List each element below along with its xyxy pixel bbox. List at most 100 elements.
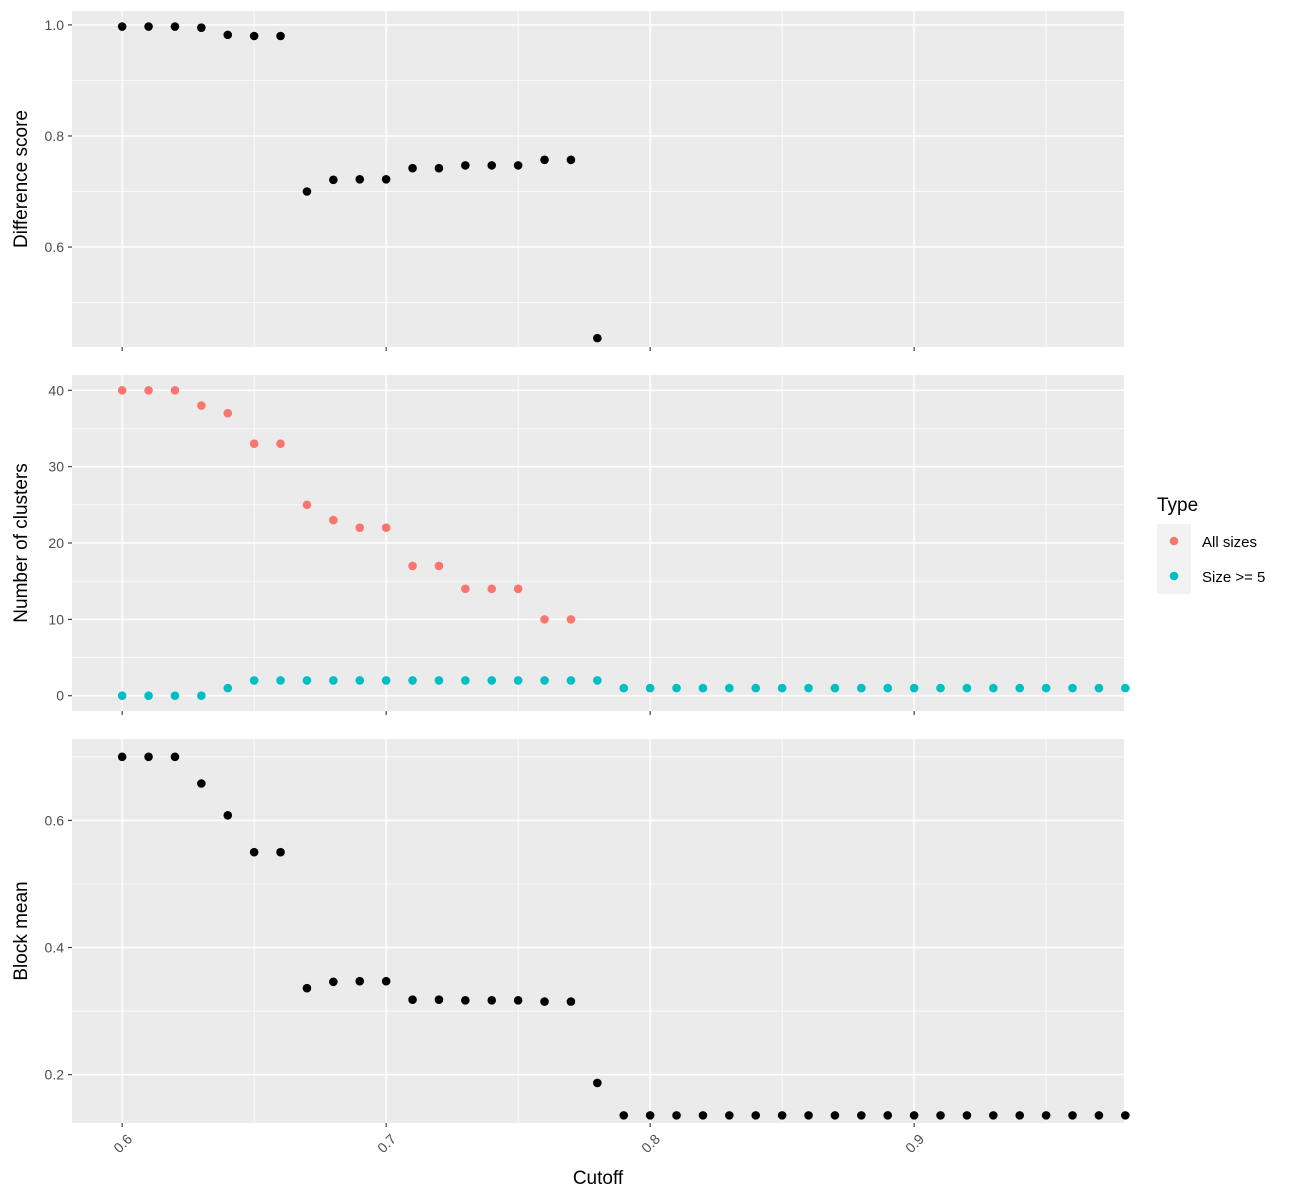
data-point: [909, 1111, 919, 1120]
data-point: [381, 976, 391, 986]
data-point: [461, 676, 470, 685]
legend-label-all-sizes: All sizes: [1202, 534, 1257, 551]
data-point: [302, 983, 312, 993]
data-point: [276, 847, 285, 857]
data-point: [329, 175, 338, 185]
data-point: [1094, 683, 1104, 693]
data-point: [1015, 683, 1025, 693]
data-point: [804, 1111, 813, 1120]
data-point: [540, 155, 549, 165]
data-point: [144, 691, 153, 701]
data-point: [962, 1111, 972, 1120]
data-point: [355, 174, 365, 184]
x-tick-label: 0.7: [374, 1131, 399, 1156]
data-point: [223, 810, 233, 820]
y-tick-label: 30: [48, 459, 64, 475]
y-axis-title: Number of clusters: [11, 463, 32, 622]
data-point: [408, 995, 417, 1004]
data-point: [355, 523, 365, 533]
data-point: [962, 683, 972, 693]
data-point: [857, 1111, 866, 1120]
x-tick-label: 0.9: [902, 1131, 927, 1156]
data-point: [513, 161, 523, 170]
legend-key-all-sizes: [1169, 536, 1179, 546]
data-point: [276, 31, 285, 41]
data-point: [487, 161, 497, 170]
data-point: [1068, 683, 1077, 693]
data-point: [329, 676, 338, 685]
data-point: [1015, 1111, 1025, 1120]
data-point: [170, 752, 180, 762]
data-point: [909, 683, 919, 693]
data-point: [249, 847, 259, 857]
data-point: [434, 163, 444, 173]
y-tick-label: 0.6: [45, 812, 65, 828]
plot-panels: 0.6 0.8 1.0 Difference score 0 10 20 30 40 Number…: [11, 11, 1130, 1156]
data-point: [540, 615, 549, 624]
y-tick-label: 0.2: [45, 1067, 65, 1083]
data-point: [117, 22, 127, 31]
x-axis-title: Cutoff: [573, 1168, 624, 1189]
data-point: [276, 676, 285, 685]
data-point: [989, 683, 998, 693]
data-point: [540, 676, 549, 685]
data-point: [989, 1111, 998, 1120]
data-point: [329, 977, 338, 987]
data-point: [777, 683, 787, 693]
data-point: [170, 385, 180, 395]
data-point: [830, 1111, 840, 1120]
data-point: [144, 752, 153, 762]
data-point: [698, 683, 708, 693]
data-point: [329, 515, 338, 525]
panel-background: [72, 739, 1124, 1123]
data-point: [725, 683, 734, 693]
data-point: [381, 174, 391, 184]
data-point: [883, 683, 893, 693]
y-tick-label: 0.4: [45, 940, 65, 956]
data-point: [461, 161, 470, 170]
data-point: [144, 385, 153, 395]
data-point: [461, 584, 470, 594]
data-point: [593, 333, 602, 343]
data-point: [223, 30, 233, 40]
data-point: [645, 1111, 655, 1120]
data-point: [619, 1111, 629, 1120]
data-point: [170, 691, 180, 701]
y-tick-label: 0: [56, 688, 64, 704]
data-point: [540, 997, 549, 1006]
data-point: [197, 779, 206, 788]
data-point: [804, 683, 813, 693]
data-point: [593, 676, 602, 685]
data-point: [672, 1111, 681, 1120]
data-point: [197, 691, 206, 701]
data-point: [751, 683, 761, 693]
data-point: [223, 683, 233, 693]
data-point: [434, 676, 444, 685]
data-point: [117, 691, 127, 701]
panel-2: 0 10 20 30 40 Number of clusters: [11, 375, 1130, 715]
data-point: [513, 584, 523, 594]
data-point: [302, 676, 312, 685]
data-point: [1068, 1111, 1077, 1120]
data-point: [566, 997, 576, 1006]
data-point: [170, 22, 180, 31]
panel-1: 0.6 0.8 1.0 Difference score: [11, 11, 1124, 351]
data-point: [487, 995, 497, 1005]
data-point: [408, 163, 417, 173]
y-tick-label: 20: [48, 535, 64, 551]
data-point: [593, 1078, 602, 1088]
legend-label-size-5: Size >= 5: [1202, 569, 1265, 586]
data-point: [144, 22, 153, 31]
data-point: [434, 561, 444, 571]
data-point: [355, 976, 365, 986]
data-point: [566, 676, 576, 685]
data-point: [117, 752, 127, 762]
data-point: [117, 385, 127, 395]
data-point: [302, 187, 312, 196]
data-point: [1094, 1111, 1104, 1120]
legend-title: Type: [1157, 495, 1198, 516]
data-point: [302, 500, 312, 510]
x-tick-label: 0.6: [110, 1131, 135, 1156]
data-point: [381, 523, 391, 533]
